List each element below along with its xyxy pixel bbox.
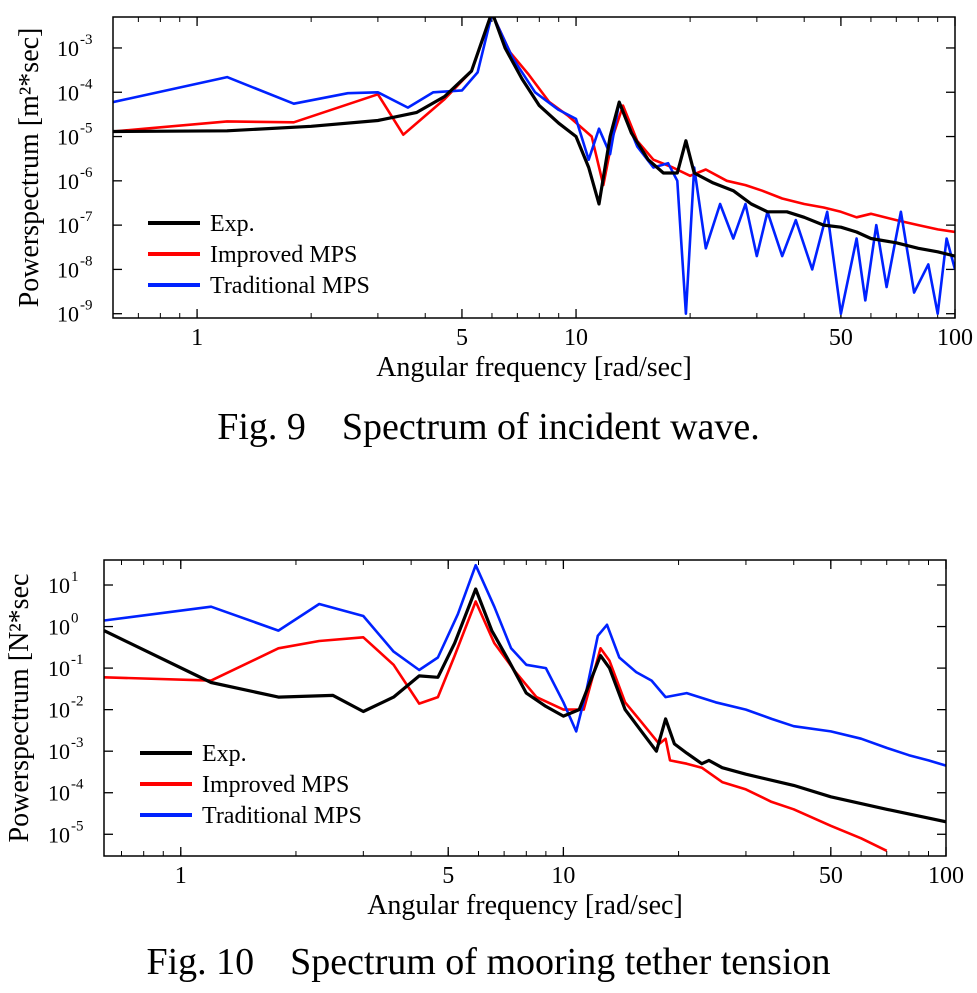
fig9-y-tick-exponent: -4 — [80, 76, 93, 92]
fig10-y-tick-exponent: 1 — [71, 569, 79, 585]
fig10-x-tick-label: 50 — [819, 863, 843, 889]
figure-10-caption: Fig. 10 Spectrum of mooring tether tensio… — [0, 940, 977, 984]
fig9-x-tick-label: 50 — [829, 325, 853, 351]
fig10-y-tick-label: 10 — [48, 781, 70, 806]
fig9-y-tick-label: 10 — [57, 80, 79, 105]
figure-9-number: Fig. 9 — [217, 406, 306, 448]
fig9-series-improved-mps — [113, 17, 955, 234]
fig9-y-axis-label: Powerspectrum [m²*sec] — [14, 28, 45, 308]
figure-10-title: Spectrum of mooring tether tension — [290, 941, 831, 983]
fig10-x-tick-label: 5 — [442, 863, 454, 889]
fig9-y-tick-label: 10 — [57, 125, 79, 150]
fig9-legend-label: Improved MPS — [210, 242, 357, 268]
fig10-series-traditional-mps — [104, 563, 946, 767]
fig10-y-tick-label: 10 — [48, 739, 70, 764]
fig9-plot-frame — [112, 16, 956, 319]
figure-9-title: Spectrum of incident wave. — [341, 406, 760, 448]
fig9-y-tick-exponent: -7 — [80, 209, 93, 225]
fig9-y-tick-exponent: -6 — [80, 165, 93, 181]
fig9-series-exp — [113, 17, 955, 258]
fig9-series-traditional-mps — [113, 17, 955, 315]
fig10-x-tick-label: 100 — [928, 863, 964, 889]
fig10-series-improved-mps — [104, 600, 888, 852]
fig10-y-tick-label: 10 — [48, 698, 70, 723]
fig9-x-tick-label: 1 — [191, 325, 203, 351]
fig9-y-tick-label: 10 — [57, 213, 79, 238]
fig10-plot-frame — [103, 559, 947, 857]
fig9-x-tick-label: 5 — [456, 325, 468, 351]
fig9-y-tick-exponent: -9 — [80, 298, 93, 314]
figure-10-number: Fig. 10 — [146, 941, 255, 983]
fig10-x-tick-label: 10 — [551, 863, 575, 889]
fig10-y-tick-exponent: 0 — [71, 611, 79, 627]
fig10-legend-label: Traditional MPS — [202, 803, 362, 829]
figure-9: 1 5 10 50 100 10 -9 10 -8 10 -7 10 -6 10 -5 10 -4 10 -3 Exp… — [0, 0, 977, 400]
fig9-y-tick-exponent: -5 — [80, 121, 93, 137]
fig9-y-tick-label: 10 — [57, 169, 79, 194]
fig9-y-tick-label: 10 — [57, 257, 79, 282]
fig9-minor-ticks — [112, 17, 956, 318]
fig9-y-tick-label: 10 — [57, 302, 79, 327]
fig9-y-tick-exponent: -8 — [80, 253, 93, 269]
fig9-series-group — [113, 17, 955, 315]
fig9-legend: Exp. Improved MPS Traditional MPS — [148, 211, 370, 299]
figure-9-caption: Fig. 9 Spectrum of incident wave. — [0, 405, 977, 449]
fig10-y-tick-label: 10 — [48, 573, 70, 598]
fig10-series-group — [104, 563, 946, 852]
fig10-y-tick-exponent: -5 — [71, 818, 84, 834]
fig10-y-axis-label: Powerspectrum [N²*sec — [4, 574, 35, 843]
fig9-y-tick-label: 10 — [57, 36, 79, 61]
fig10-y-tick-exponent: -1 — [71, 652, 84, 668]
fig10-legend: Exp. Improved MPS Traditional MPS — [140, 741, 362, 829]
fig10-x-axis-label: Angular frequency [rad/sec] — [367, 890, 683, 921]
fig10-y-tick-exponent: -2 — [71, 694, 84, 710]
fig9-x-tick-label: 100 — [937, 325, 973, 351]
figure-10: 1 5 10 50 100 10 -5 10 -4 10 -3 10 -2 10 -1 10 0 10 1 Exp. I… — [0, 530, 977, 930]
fig9-legend-label: Exp. — [210, 211, 255, 237]
fig9-x-tick-label: 10 — [564, 325, 588, 351]
fig10-y-tick-exponent: -4 — [71, 777, 84, 793]
fig10-y-tick-exponent: -3 — [71, 735, 84, 751]
fig9-x-axis-label: Angular frequency [rad/sec] — [376, 352, 692, 383]
fig10-y-tick-label: 10 — [48, 615, 70, 640]
fig10-legend-label: Exp. — [202, 741, 247, 767]
fig10-y-tick-label: 10 — [48, 656, 70, 681]
fig9-y-tick-exponent: -3 — [80, 32, 93, 48]
fig10-legend-label: Improved MPS — [202, 772, 349, 798]
fig9-legend-label: Traditional MPS — [210, 273, 370, 299]
fig10-x-tick-label: 1 — [175, 863, 187, 889]
fig10-series-exp — [104, 587, 946, 824]
fig10-y-tick-label: 10 — [48, 822, 70, 847]
